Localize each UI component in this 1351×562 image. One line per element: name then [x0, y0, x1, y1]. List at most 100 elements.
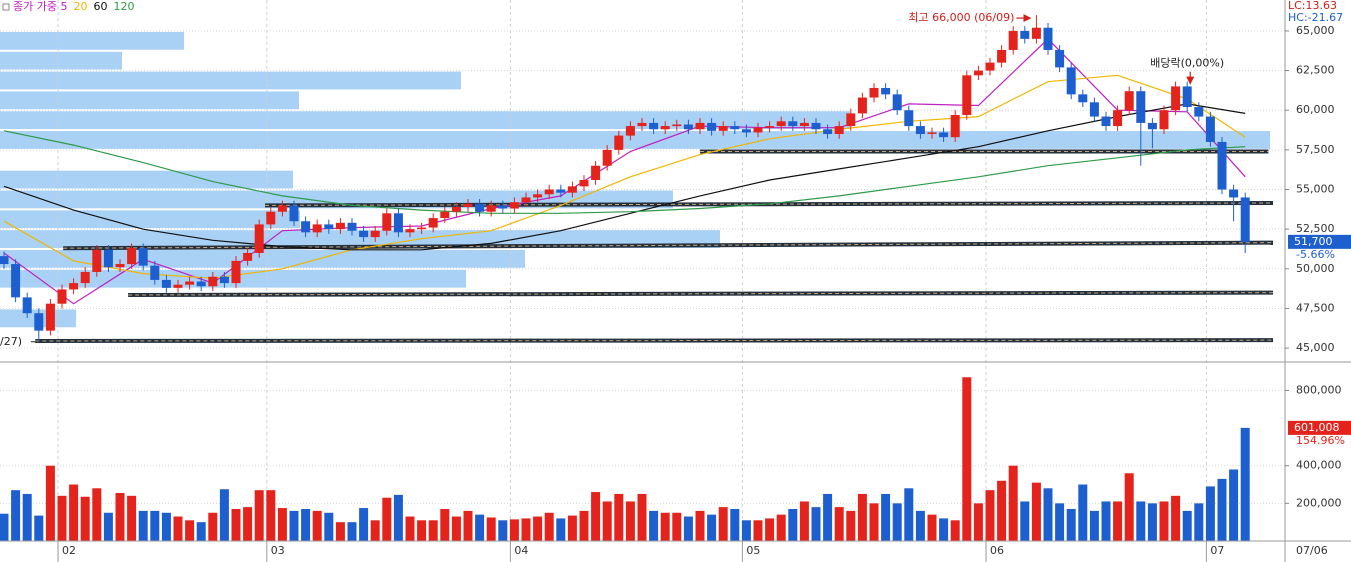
volume-bar [80, 496, 90, 541]
candle-body [301, 221, 311, 233]
candle-body [973, 70, 983, 76]
y2-tick-label: 400,000 [1296, 459, 1342, 472]
candle-body [254, 224, 264, 253]
volume-bar [765, 518, 775, 541]
volume-bar [45, 465, 55, 541]
candle-body [788, 121, 798, 127]
volume-bar [695, 510, 705, 541]
candle-body [1008, 30, 1018, 50]
candle-body [417, 227, 427, 230]
volume-bar [637, 493, 647, 541]
volume-bar [823, 493, 833, 541]
candle-body [1240, 197, 1250, 242]
candle-body [451, 206, 461, 212]
candle-body [185, 281, 195, 285]
x-tick-label: 04 [514, 544, 528, 557]
candle-body [92, 249, 102, 272]
volume-bar [1171, 495, 1181, 541]
candle-body [1043, 27, 1053, 50]
candle-body [695, 122, 705, 130]
y-tick-label: 57,500 [1296, 143, 1335, 156]
candle-body [776, 121, 786, 127]
volume-bar [718, 507, 728, 541]
volume-bar [799, 501, 809, 541]
y-tick-label: 45,000 [1296, 341, 1335, 354]
volume-bar [672, 512, 682, 541]
legend-entry: 종가 가중 5 [13, 0, 67, 13]
volume-bar [776, 514, 786, 541]
candle-body [370, 230, 380, 238]
volume-bar [869, 503, 879, 541]
candle-body [521, 197, 531, 203]
candle-body [57, 289, 67, 304]
candle-body [22, 297, 32, 314]
plot-area [0, 0, 1285, 541]
volume-profile-bar [0, 170, 293, 189]
volume-bar [1240, 427, 1250, 541]
annotation: 최고 66,000 (06/09) [908, 11, 1014, 24]
volume-bar [289, 510, 299, 541]
volume-bar [1124, 473, 1134, 541]
legend: 종가 가중 5 20 60 120 [13, 0, 134, 13]
volume-bar [892, 503, 902, 541]
x-tick-label: 03 [271, 544, 285, 557]
candle-body [730, 126, 740, 130]
candle-body [161, 279, 171, 288]
volume-bar [254, 490, 264, 541]
volume-bar [660, 512, 670, 541]
candle-body [324, 224, 334, 230]
volume-bar [1182, 510, 1192, 541]
candle-body [127, 248, 137, 265]
volume-bar [625, 501, 635, 541]
candle-body [707, 122, 717, 131]
volume-bar [753, 520, 763, 541]
volume-bar [741, 520, 751, 541]
volume-bar [428, 520, 438, 541]
volume-bar [417, 520, 427, 541]
volume-bar [475, 514, 485, 541]
volume-bar [1031, 482, 1041, 541]
date-label: 07/06 [1296, 544, 1328, 557]
volume-bar [370, 520, 380, 541]
volume-bar [1008, 465, 1018, 541]
volume-profile-bar [0, 31, 184, 50]
candle-body [69, 283, 79, 290]
candle-body [997, 49, 1007, 63]
candle-body [289, 205, 299, 222]
volume-bar [985, 490, 995, 541]
volume-bar [1136, 501, 1146, 541]
trend-line-core [128, 292, 1274, 296]
volume-bar [1043, 488, 1053, 541]
candle-body [1113, 110, 1123, 127]
volume-change-label: 154.96% [1296, 434, 1345, 447]
volume-bar [393, 494, 403, 541]
candle-body [985, 62, 995, 71]
candle-body [80, 271, 90, 284]
volume-bar [347, 522, 357, 541]
candle-body [219, 276, 229, 284]
volume-bar [11, 490, 21, 541]
candle-body [939, 132, 949, 138]
volume-bar [463, 510, 473, 541]
candle-body [11, 264, 21, 298]
candle-body [637, 122, 647, 127]
volume-bar [359, 508, 369, 541]
legend-entry: 20 [73, 0, 87, 13]
y-tick-label: 47,500 [1296, 301, 1335, 314]
volume-bar [544, 512, 554, 541]
candle-body [312, 224, 322, 233]
volume-bar [602, 501, 612, 541]
volume-bar [1205, 486, 1215, 541]
volume-bar [683, 516, 693, 541]
volume-bar [730, 509, 740, 541]
candle-body [382, 213, 392, 231]
candle-body [509, 202, 519, 209]
volume-bar [451, 516, 461, 541]
candle-body [440, 211, 450, 219]
volume-bar [950, 520, 960, 541]
candle-body [1136, 91, 1146, 123]
volume-bar [22, 493, 32, 541]
legend-icon [2, 3, 10, 11]
volume-bar [185, 520, 195, 541]
